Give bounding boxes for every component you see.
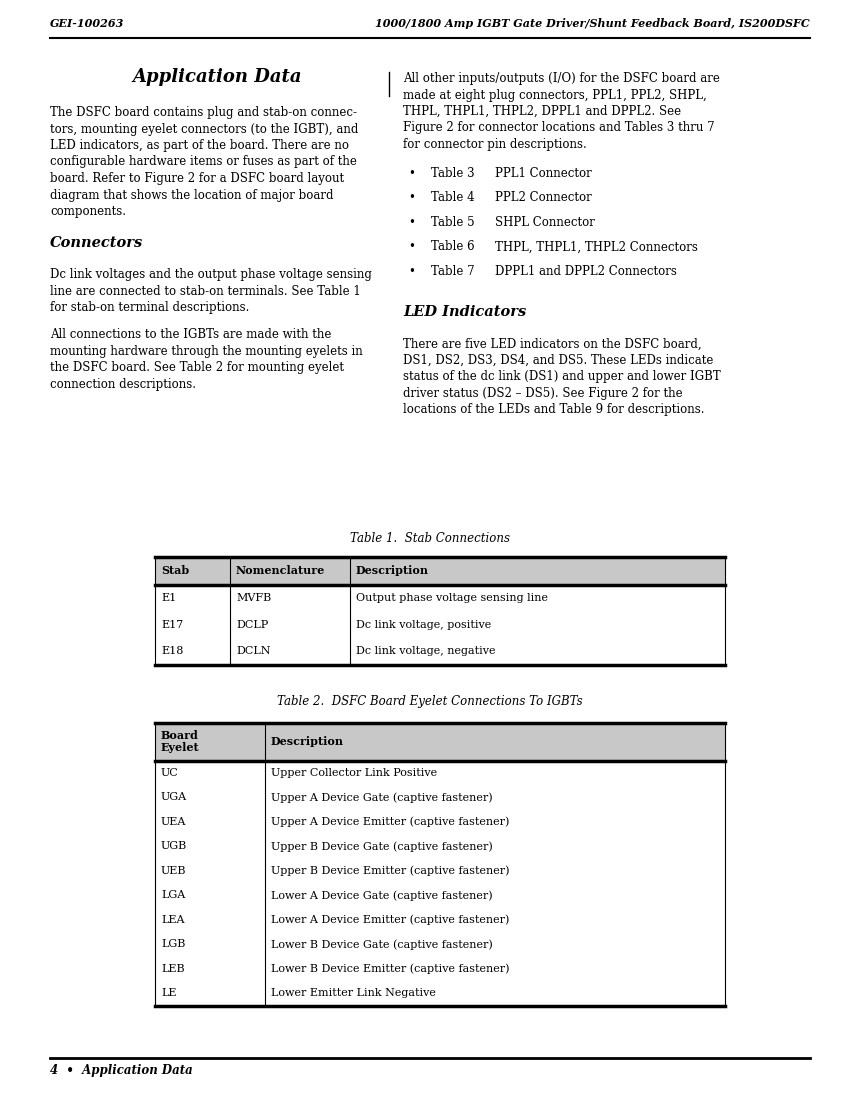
Text: UGA: UGA [161,792,187,802]
Text: DPPL1 and DPPL2 Connectors: DPPL1 and DPPL2 Connectors [495,265,677,278]
Text: LE: LE [161,988,177,999]
Text: Lower Emitter Link Negative: Lower Emitter Link Negative [271,988,436,999]
Text: •: • [408,265,415,278]
Text: UC: UC [161,768,178,778]
Text: Stab: Stab [161,565,190,576]
Text: Table 4: Table 4 [431,191,474,205]
Text: Table 5: Table 5 [431,216,474,229]
Text: 1000/1800 Amp IGBT Gate Driver/Shunt Feedback Board, IS200DSFC: 1000/1800 Amp IGBT Gate Driver/Shunt Fee… [375,18,810,29]
Text: Table 7: Table 7 [431,265,474,278]
Text: PPL2 Connector: PPL2 Connector [495,191,592,205]
Text: There are five LED indicators on the DSFC board,
DS1, DS2, DS3, DS4, and DS5. Th: There are five LED indicators on the DSF… [403,338,721,417]
Text: Upper Collector Link Positive: Upper Collector Link Positive [271,768,437,778]
Text: Upper B Device Emitter (captive fastener): Upper B Device Emitter (captive fastener… [271,866,509,876]
Text: Description: Description [271,736,344,747]
Text: Connectors: Connectors [50,236,144,250]
Text: •: • [408,216,415,229]
Text: LEA: LEA [161,915,184,925]
Text: The DSFC board contains plug and stab-on connec-
tors, mounting eyelet connector: The DSFC board contains plug and stab-on… [50,106,359,218]
Text: PPL1 Connector: PPL1 Connector [495,167,592,180]
Text: E18: E18 [161,647,184,657]
Text: Upper A Device Gate (captive fastener): Upper A Device Gate (captive fastener) [271,792,493,803]
Text: UEB: UEB [161,866,186,876]
Text: All other inputs/outputs (I/O) for the DSFC board are
made at eight plug connect: All other inputs/outputs (I/O) for the D… [403,72,720,151]
Text: DCLP: DCLP [236,619,269,629]
Text: UGB: UGB [161,842,187,851]
Text: LGA: LGA [161,890,185,900]
Text: Description: Description [356,565,429,576]
Text: •: • [408,167,415,180]
Text: Dc link voltages and the output phase voltage sensing
line are connected to stab: Dc link voltages and the output phase vo… [50,268,371,313]
Text: DCLN: DCLN [236,647,270,657]
Text: E1: E1 [161,593,176,603]
Text: Lower A Device Gate (captive fastener): Lower A Device Gate (captive fastener) [271,890,493,901]
Text: Dc link voltage, positive: Dc link voltage, positive [356,619,491,629]
Text: SHPL Connector: SHPL Connector [495,216,595,229]
Text: Nomenclature: Nomenclature [236,565,326,576]
Text: Dc link voltage, negative: Dc link voltage, negative [356,647,496,657]
Text: GEI-100263: GEI-100263 [50,18,124,29]
Text: •: • [408,191,415,205]
Text: MVFB: MVFB [236,593,271,603]
Text: 4  •  Application Data: 4 • Application Data [50,1064,193,1077]
Text: Table 1.  Stab Connections: Table 1. Stab Connections [350,532,510,544]
Text: E17: E17 [161,619,184,629]
Text: LED Indicators: LED Indicators [403,306,526,319]
Text: Application Data: Application Data [133,68,303,86]
Text: LEB: LEB [161,964,184,974]
Text: Upper A Device Emitter (captive fastener): Upper A Device Emitter (captive fastener… [271,816,509,827]
Bar [155,723,725,760]
Text: •: • [408,241,415,253]
Bar [155,557,725,585]
Text: Upper B Device Gate (captive fastener): Upper B Device Gate (captive fastener) [271,842,493,851]
Text: Output phase voltage sensing line: Output phase voltage sensing line [356,593,548,603]
Text: Table 2.  DSFC Board Eyelet Connections To IGBTs: Table 2. DSFC Board Eyelet Connections T… [277,694,583,707]
Text: Lower A Device Emitter (captive fastener): Lower A Device Emitter (captive fastener… [271,914,509,925]
Text: Table 3: Table 3 [431,167,474,180]
Text: THPL, THPL1, THPL2 Connectors: THPL, THPL1, THPL2 Connectors [495,241,698,253]
Text: Lower B Device Emitter (captive fastener): Lower B Device Emitter (captive fastener… [271,964,509,974]
Text: All connections to the IGBTs are made with the
mounting hardware through the mou: All connections to the IGBTs are made wi… [50,328,363,390]
Text: Board
Eyelet: Board Eyelet [161,729,200,754]
Text: UEA: UEA [161,816,186,827]
Text: Lower B Device Gate (captive fastener): Lower B Device Gate (captive fastener) [271,939,493,949]
Text: Table 6: Table 6 [431,241,474,253]
Text: LGB: LGB [161,939,185,949]
